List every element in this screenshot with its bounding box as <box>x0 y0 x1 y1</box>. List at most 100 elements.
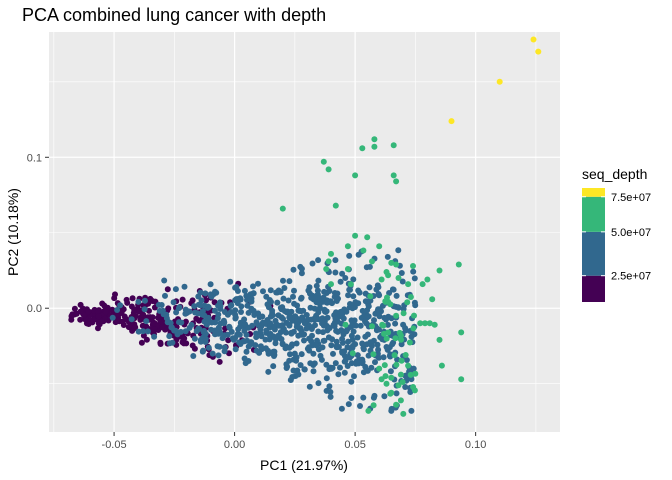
data-point <box>303 312 310 318</box>
data-point <box>274 299 281 306</box>
data-point <box>257 330 264 336</box>
data-point <box>170 299 177 306</box>
data-point <box>262 319 269 326</box>
data-point <box>365 303 372 310</box>
data-point <box>280 277 286 284</box>
minor-gridlines <box>49 32 560 432</box>
data-point <box>306 284 313 291</box>
x-tick-label: 0.10 <box>465 439 486 451</box>
data-point <box>391 352 398 359</box>
data-point <box>128 316 135 323</box>
data-point <box>327 389 334 395</box>
data-point <box>411 312 417 319</box>
y-axis-title: PC2 (10.18%) <box>5 188 21 276</box>
data-point <box>101 302 108 309</box>
data-point <box>291 287 297 294</box>
data-point <box>395 382 402 389</box>
data-point <box>173 309 180 316</box>
data-point <box>339 349 346 356</box>
data-point <box>77 301 84 308</box>
data-point <box>366 284 373 291</box>
data-point <box>208 293 215 300</box>
data-point <box>285 297 292 304</box>
data-point <box>347 281 354 288</box>
data-point <box>198 297 205 304</box>
data-point <box>111 295 118 302</box>
data-point <box>342 275 349 281</box>
data-point <box>400 410 407 417</box>
data-point <box>159 324 165 331</box>
data-point <box>411 275 418 282</box>
data-point <box>326 325 333 331</box>
data-point <box>384 253 391 260</box>
data-point <box>429 296 436 303</box>
data-point <box>309 332 315 339</box>
data-point <box>349 342 356 349</box>
data-point <box>400 306 407 312</box>
data-point <box>248 341 255 347</box>
data-point <box>360 369 367 376</box>
data-point <box>293 323 300 330</box>
data-point <box>243 348 250 355</box>
data-point <box>176 304 183 311</box>
data-point <box>448 118 455 125</box>
data-point <box>337 278 344 285</box>
data-point <box>253 347 260 354</box>
data-point <box>407 389 414 395</box>
data-point <box>365 352 372 359</box>
data-point <box>319 320 325 327</box>
data-point <box>247 296 254 303</box>
data-point <box>366 263 373 270</box>
data-point <box>278 336 285 343</box>
data-point <box>360 346 367 353</box>
data-point <box>181 335 188 342</box>
x-axis-ticks: -0.05 0.00 0.05 0.10 <box>102 432 486 451</box>
data-point <box>232 335 239 341</box>
data-point <box>399 278 406 285</box>
data-point <box>369 323 375 330</box>
data-point <box>121 313 128 320</box>
data-point <box>208 319 215 326</box>
data-point <box>176 319 182 326</box>
data-point <box>389 341 396 348</box>
data-point <box>389 286 396 293</box>
data-point <box>412 370 419 377</box>
data-point <box>297 362 304 369</box>
data-point <box>397 371 404 378</box>
data-point <box>295 307 302 314</box>
data-point <box>214 315 221 322</box>
data-point <box>375 291 382 297</box>
plot-panel <box>49 32 560 432</box>
data-point <box>399 379 406 385</box>
data-point <box>365 313 372 320</box>
data-point <box>398 341 405 348</box>
data-point <box>368 340 375 347</box>
data-point <box>197 289 204 296</box>
data-point <box>137 316 144 323</box>
data-point <box>232 346 239 353</box>
data-point <box>140 328 146 335</box>
data-point <box>195 301 202 308</box>
data-point <box>253 334 260 341</box>
data-point <box>324 314 331 321</box>
data-point <box>382 298 389 305</box>
data-point <box>383 344 390 350</box>
data-point <box>237 295 244 302</box>
data-point <box>378 376 385 383</box>
data-point <box>202 335 209 342</box>
data-point <box>169 339 176 346</box>
data-point <box>354 334 361 341</box>
data-point <box>232 315 239 322</box>
data-point <box>263 293 270 300</box>
data-point <box>349 350 356 357</box>
data-point <box>323 361 330 368</box>
data-point <box>375 284 382 291</box>
data-point <box>319 344 326 351</box>
data-point <box>386 290 393 296</box>
data-point <box>248 305 255 312</box>
data-point <box>272 340 279 347</box>
data-point <box>157 339 164 346</box>
data-point <box>436 336 443 343</box>
data-point <box>232 297 239 304</box>
data-point <box>408 333 415 340</box>
